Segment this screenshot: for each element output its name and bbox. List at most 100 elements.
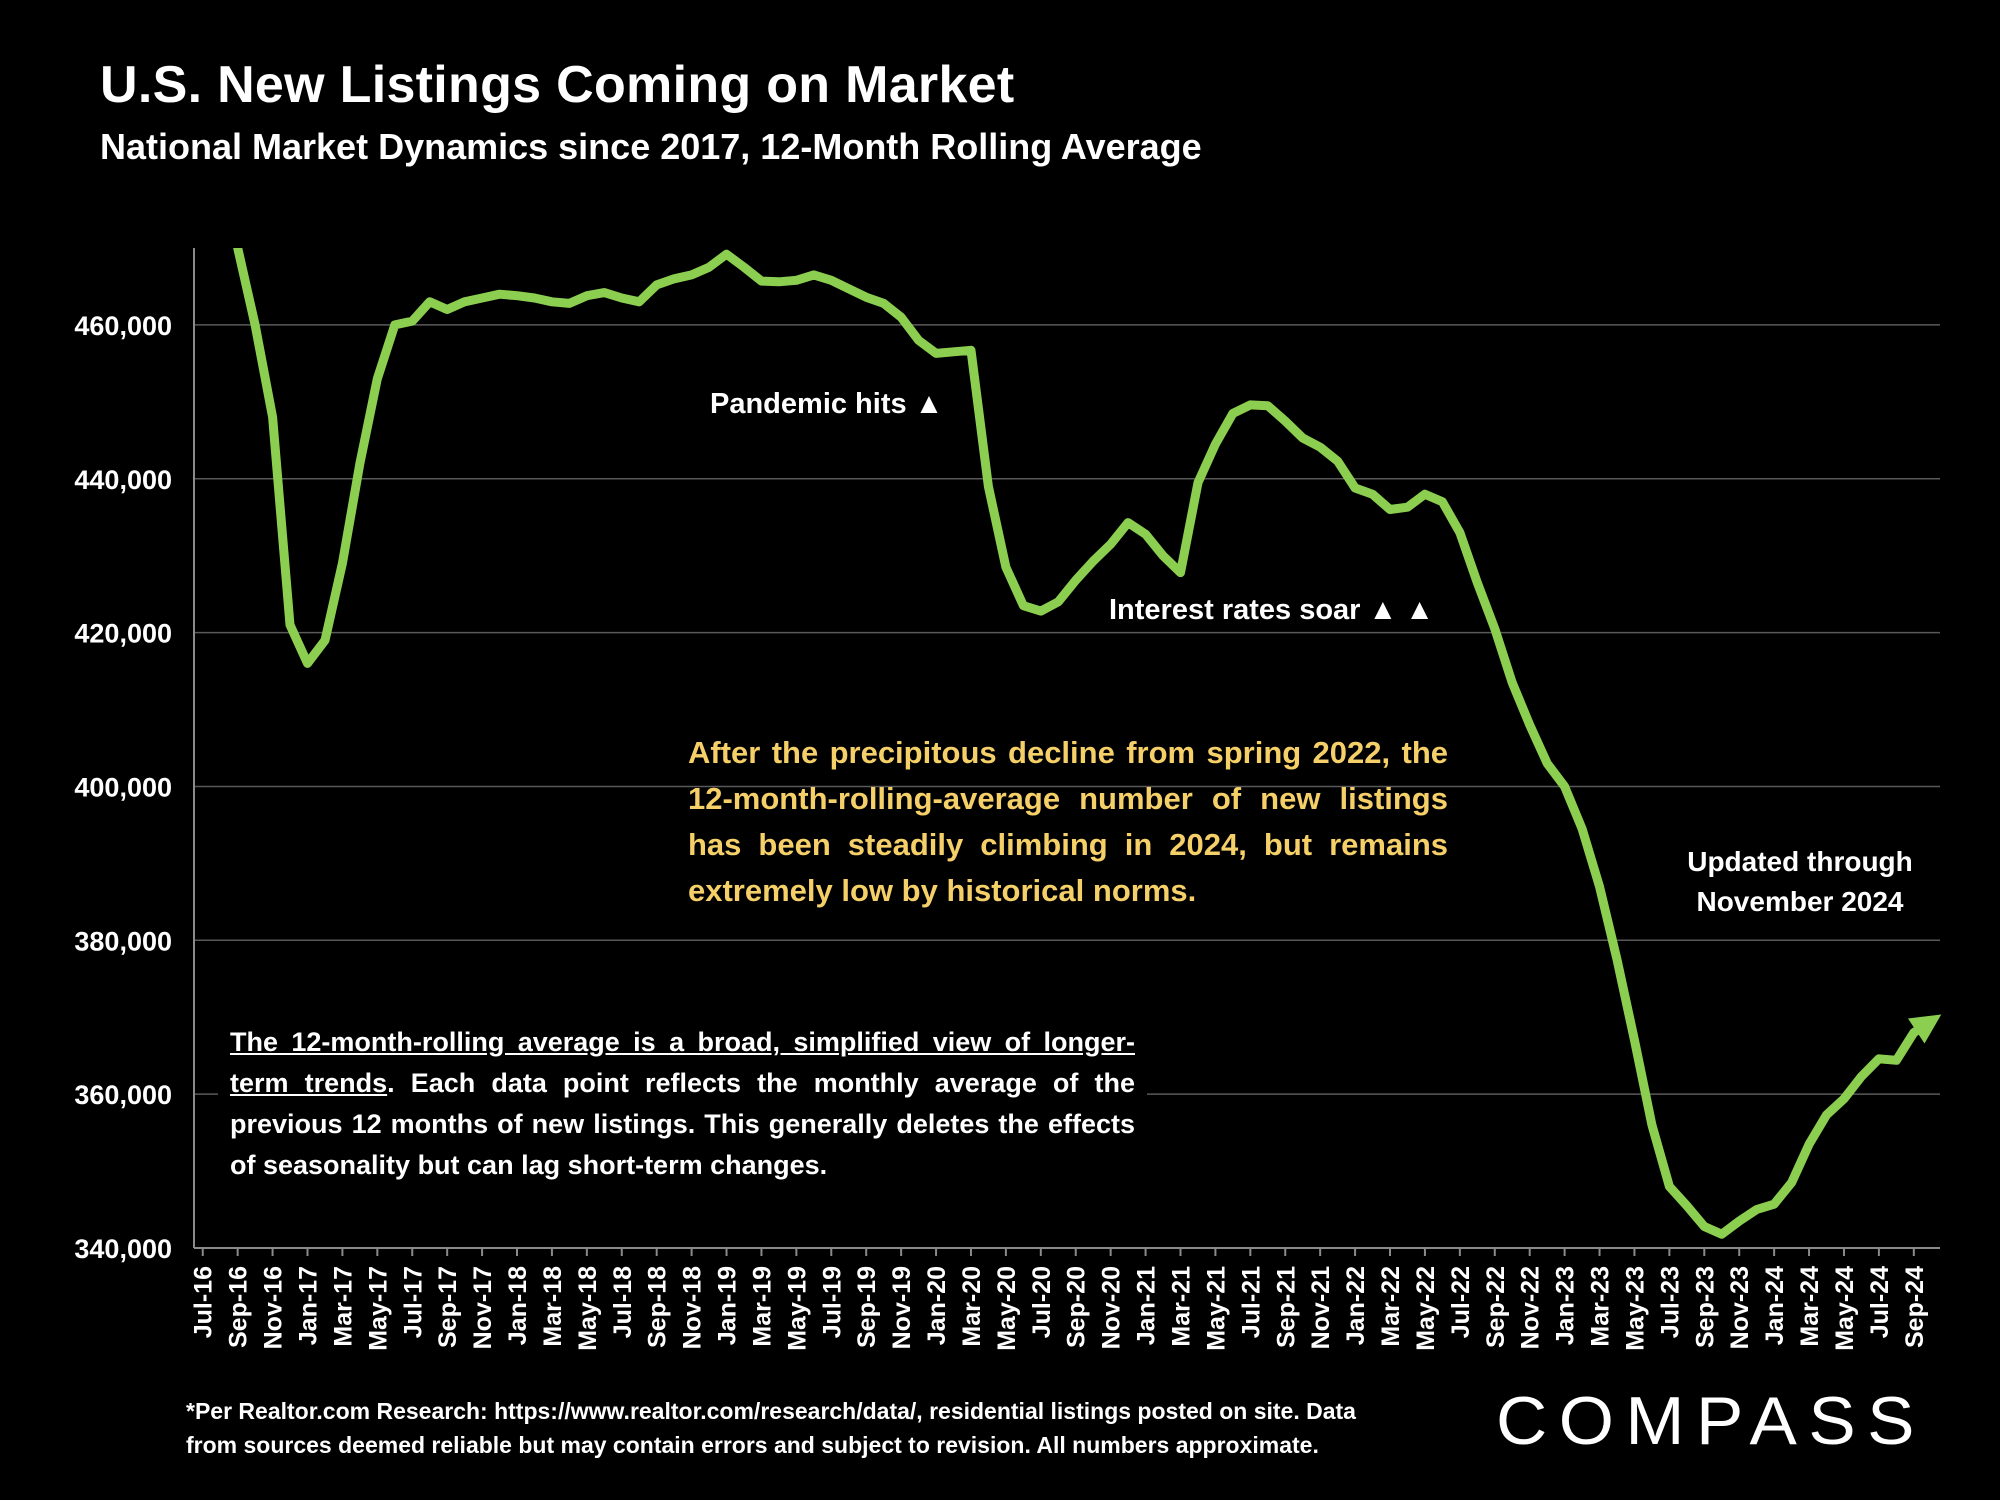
data-point — [1843, 1098, 1845, 1100]
data-point — [813, 274, 815, 276]
data-point — [1564, 785, 1566, 787]
updated-line-1: Updated through — [1687, 846, 1913, 877]
data-point — [1791, 1182, 1793, 1184]
x-tick-label: Mar-24 — [1796, 1266, 1824, 1347]
data-point — [726, 253, 728, 255]
data-point — [1267, 405, 1269, 407]
chart-subtitle: National Market Dynamics since 2017, 12-… — [100, 126, 1202, 167]
data-point — [1756, 1209, 1758, 1211]
callout-text: After the precipitous decline from sprin… — [688, 735, 1448, 908]
data-point — [1040, 610, 1042, 612]
x-tick-label: Jul-19 — [818, 1266, 846, 1338]
x-tick-label: Mar-21 — [1167, 1266, 1195, 1347]
data-point — [1826, 1114, 1828, 1116]
data-point — [1441, 501, 1443, 503]
x-tick-label: May-23 — [1621, 1266, 1649, 1351]
data-point — [1075, 579, 1077, 581]
data-point — [638, 301, 640, 303]
data-point — [935, 352, 937, 354]
data-point — [1860, 1075, 1862, 1077]
x-tick-label: Jan-20 — [923, 1266, 951, 1345]
data-point — [1808, 1143, 1810, 1145]
data-point — [760, 280, 762, 282]
data-point — [324, 639, 326, 641]
data-point — [1337, 460, 1339, 462]
x-tick-label: Sep-19 — [853, 1266, 881, 1348]
x-tick-label: Nov-20 — [1098, 1266, 1126, 1349]
data-point — [1162, 555, 1164, 557]
data-point — [446, 309, 448, 311]
data-point — [830, 279, 832, 281]
y-tick-label: 400,000 — [74, 772, 172, 802]
data-point — [673, 278, 675, 280]
x-tick-label: Jan-23 — [1552, 1266, 1580, 1345]
x-tick-label: Jan-21 — [1133, 1266, 1161, 1345]
data-point — [918, 339, 920, 341]
methodology-note-underlined: The 12-month-rolling average is a broad,… — [230, 1027, 1135, 1098]
data-point — [237, 248, 239, 249]
data-point — [481, 297, 483, 299]
data-point — [533, 297, 535, 299]
data-point — [1057, 601, 1059, 603]
data-point — [953, 351, 955, 353]
x-tick-label: Jul-18 — [609, 1266, 637, 1338]
x-tick-label: Mar-18 — [539, 1266, 567, 1347]
x-tick-label: Nov-23 — [1726, 1266, 1754, 1349]
x-tick-label: Jan-24 — [1761, 1266, 1789, 1345]
x-tick-label: Nov-17 — [469, 1266, 497, 1349]
x-tick-label: Sep-21 — [1272, 1266, 1300, 1348]
data-point — [1319, 446, 1321, 448]
data-point — [778, 281, 780, 283]
axes — [193, 248, 1940, 1249]
methodology-note-rest: . Each data point reflects the monthly a… — [230, 1068, 1135, 1180]
data-point — [254, 324, 256, 326]
data-point — [1389, 509, 1391, 511]
x-tick-label: Mar-17 — [329, 1266, 357, 1347]
series-line — [233, 248, 1936, 1239]
x-tick-label: Sep-24 — [1901, 1266, 1929, 1348]
data-point — [394, 324, 396, 326]
x-tick-label: Sep-20 — [1063, 1266, 1091, 1348]
y-tick-label: 360,000 — [74, 1080, 172, 1110]
data-point — [865, 296, 867, 298]
data-point — [743, 266, 745, 268]
y-tick-label: 440,000 — [74, 465, 172, 495]
data-point — [1913, 1032, 1915, 1034]
data-point — [272, 416, 274, 418]
data-point — [1494, 628, 1496, 630]
data-point — [516, 295, 518, 297]
x-tick-label: Mar-23 — [1587, 1266, 1615, 1347]
data-point — [1145, 533, 1147, 535]
data-point — [1354, 487, 1356, 489]
x-tick-label: Jul-21 — [1237, 1266, 1265, 1338]
data-point — [1459, 532, 1461, 534]
x-tick-label: Sep-16 — [225, 1266, 253, 1348]
x-tick-label: Nov-21 — [1307, 1266, 1335, 1349]
data-point — [691, 274, 693, 276]
data-point — [1633, 1039, 1635, 1041]
data-point — [621, 297, 623, 299]
data-point — [1476, 582, 1478, 584]
data-point — [1529, 724, 1531, 726]
annotation-interest-rates: Interest rates soar ▲ ▲ — [1109, 594, 1434, 626]
data-point — [987, 485, 989, 487]
data-point — [1546, 762, 1548, 764]
data-point — [568, 302, 570, 304]
x-tick-label: Jan-19 — [714, 1266, 742, 1345]
data-point — [900, 316, 902, 318]
data-point — [1092, 560, 1094, 562]
x-axis-tick-labels: Jul-16 Sep-16 Nov-16 Jan-17 Mar-17 May-17 Jul-… — [190, 1248, 1929, 1351]
x-tick-label: Sep-22 — [1482, 1266, 1510, 1348]
data-point — [1616, 959, 1618, 961]
data-point — [1302, 437, 1304, 439]
x-tick-label: Jan-18 — [504, 1266, 532, 1345]
data-point — [1005, 566, 1007, 568]
data-point — [1878, 1058, 1880, 1060]
x-tick-label: May-24 — [1831, 1266, 1859, 1351]
data-point — [1110, 543, 1112, 545]
data-point — [411, 320, 413, 322]
data-point — [848, 288, 850, 290]
x-tick-label: Jan-17 — [294, 1266, 322, 1345]
data-point — [1127, 522, 1129, 524]
gridlines — [194, 324, 1940, 1095]
